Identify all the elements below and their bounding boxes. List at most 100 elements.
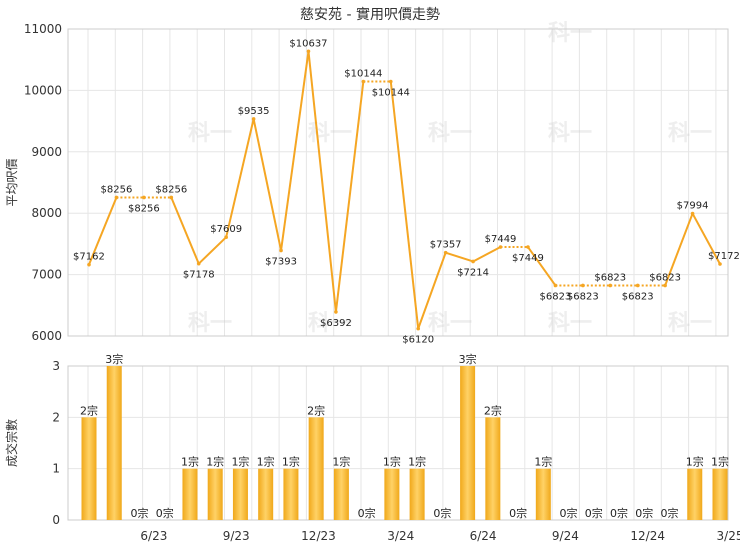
y-tick-label: 2 bbox=[52, 410, 60, 424]
price-line-segment bbox=[664, 213, 694, 286]
price-point bbox=[553, 283, 558, 288]
x-tick-label: 6/23 bbox=[140, 529, 167, 543]
price-point bbox=[443, 250, 448, 255]
price-point bbox=[388, 79, 393, 84]
price-data-label: $7449 bbox=[512, 253, 544, 264]
transaction-bar bbox=[535, 468, 551, 520]
price-line-segment bbox=[389, 81, 420, 329]
bar-data-label: 0宗 bbox=[358, 506, 376, 520]
bar-data-label: 1宗 bbox=[711, 455, 729, 469]
price-point bbox=[114, 195, 119, 200]
bar-data-label: 0宗 bbox=[661, 506, 679, 520]
watermark: 科一 bbox=[668, 311, 712, 336]
bar-data-label: 2宗 bbox=[80, 403, 98, 417]
transaction-bar bbox=[308, 417, 324, 520]
price-data-label: $6823 bbox=[649, 272, 681, 283]
watermark: 科一 bbox=[548, 311, 592, 336]
bar-data-label: 2宗 bbox=[307, 403, 325, 417]
x-tick-label: 3/24 bbox=[387, 529, 414, 543]
price-point bbox=[608, 283, 613, 288]
bar-data-label: 1宗 bbox=[686, 455, 704, 469]
bar-data-label: 1宗 bbox=[231, 455, 249, 469]
bar-data-label: 1宗 bbox=[408, 455, 426, 469]
bar-data-label: 0宗 bbox=[130, 506, 148, 520]
price-point bbox=[334, 310, 338, 314]
price-data-label: $6823 bbox=[539, 291, 571, 302]
transaction-bar bbox=[182, 468, 198, 520]
price-line-segment bbox=[417, 252, 447, 329]
price-point bbox=[251, 117, 256, 121]
transaction-bar bbox=[384, 468, 400, 520]
plot-frame bbox=[67, 28, 729, 337]
watermark: 科一 bbox=[188, 121, 232, 146]
transaction-bar bbox=[409, 468, 425, 520]
x-tick-label: 9/23 bbox=[223, 529, 250, 543]
transaction-bar bbox=[460, 366, 476, 520]
price-line-segment bbox=[307, 51, 337, 313]
price-line-segment bbox=[691, 213, 721, 265]
transaction-bar bbox=[232, 468, 248, 520]
bar-data-label: 0宗 bbox=[635, 506, 653, 520]
price-point bbox=[361, 79, 366, 84]
price-data-label: $8256 bbox=[155, 184, 187, 195]
price-line-segment bbox=[527, 246, 557, 287]
watermark: 科一 bbox=[428, 121, 472, 146]
watermark: 科一 bbox=[668, 121, 712, 146]
bar-data-label: 0宗 bbox=[509, 506, 527, 520]
y-tick-label: 8000 bbox=[31, 206, 62, 220]
y-axis-title-transactions: 成交宗數 bbox=[4, 419, 19, 467]
bar-data-label: 3宗 bbox=[459, 352, 477, 366]
x-tick-label: 12/23 bbox=[301, 529, 336, 543]
bar-data-label: 1宗 bbox=[534, 455, 552, 469]
transaction-bar bbox=[106, 366, 122, 520]
price-point bbox=[196, 261, 201, 266]
bar-data-label: 0宗 bbox=[585, 506, 603, 520]
bar-data-label: 1宗 bbox=[383, 455, 401, 469]
y-tick-label: 3 bbox=[52, 359, 60, 373]
y-tick-label: 6000 bbox=[31, 329, 62, 343]
price-line-segment bbox=[198, 236, 227, 265]
x-tick-label: 6/24 bbox=[470, 529, 497, 543]
price-data-label: $7357 bbox=[430, 240, 462, 251]
price-point bbox=[416, 326, 421, 331]
price-point bbox=[142, 195, 146, 200]
price-point bbox=[526, 245, 530, 249]
price-data-label: $6823 bbox=[622, 291, 654, 302]
watermark: 科一 bbox=[188, 311, 232, 336]
watermark: 科一 bbox=[548, 21, 592, 46]
y-tick-label: 0 bbox=[52, 513, 60, 527]
price-point bbox=[663, 283, 667, 288]
price-point bbox=[279, 248, 283, 253]
transaction-bar bbox=[258, 468, 274, 520]
y-tick-label: 7000 bbox=[31, 268, 62, 282]
price-data-label: $8256 bbox=[128, 203, 160, 214]
bar-data-label: 2宗 bbox=[484, 403, 502, 417]
price-data-label: $7178 bbox=[183, 270, 215, 281]
price-data-label: $8256 bbox=[101, 184, 133, 195]
price-data-label: $6120 bbox=[402, 335, 434, 346]
watermark: 科一 bbox=[308, 121, 352, 146]
watermark: 科一 bbox=[308, 311, 352, 336]
price-data-label: $7162 bbox=[73, 252, 105, 263]
bar-data-label: 3宗 bbox=[105, 352, 123, 366]
price-point bbox=[498, 245, 503, 249]
price-data-label: $7994 bbox=[677, 201, 709, 212]
chart-title: 慈安苑 - 實用呎價走勢 bbox=[300, 6, 440, 23]
price-point bbox=[224, 235, 228, 240]
price-data-label: $10144 bbox=[372, 88, 410, 99]
price-point bbox=[169, 195, 174, 200]
price-point bbox=[635, 283, 640, 288]
price-line-segment bbox=[170, 197, 200, 265]
price-data-label: $7449 bbox=[485, 234, 517, 245]
bar-data-label: 0宗 bbox=[156, 506, 174, 520]
price-data-label: $6823 bbox=[567, 291, 599, 302]
price-data-label: $7214 bbox=[457, 267, 489, 278]
y-tick-label: 9000 bbox=[31, 145, 62, 159]
bar-data-label: 1宗 bbox=[181, 455, 199, 469]
price-data-label: $10637 bbox=[289, 38, 327, 49]
y-tick-label: 11000 bbox=[24, 22, 62, 36]
bar-data-label: 0宗 bbox=[610, 506, 628, 520]
price-line-segment bbox=[88, 197, 118, 266]
